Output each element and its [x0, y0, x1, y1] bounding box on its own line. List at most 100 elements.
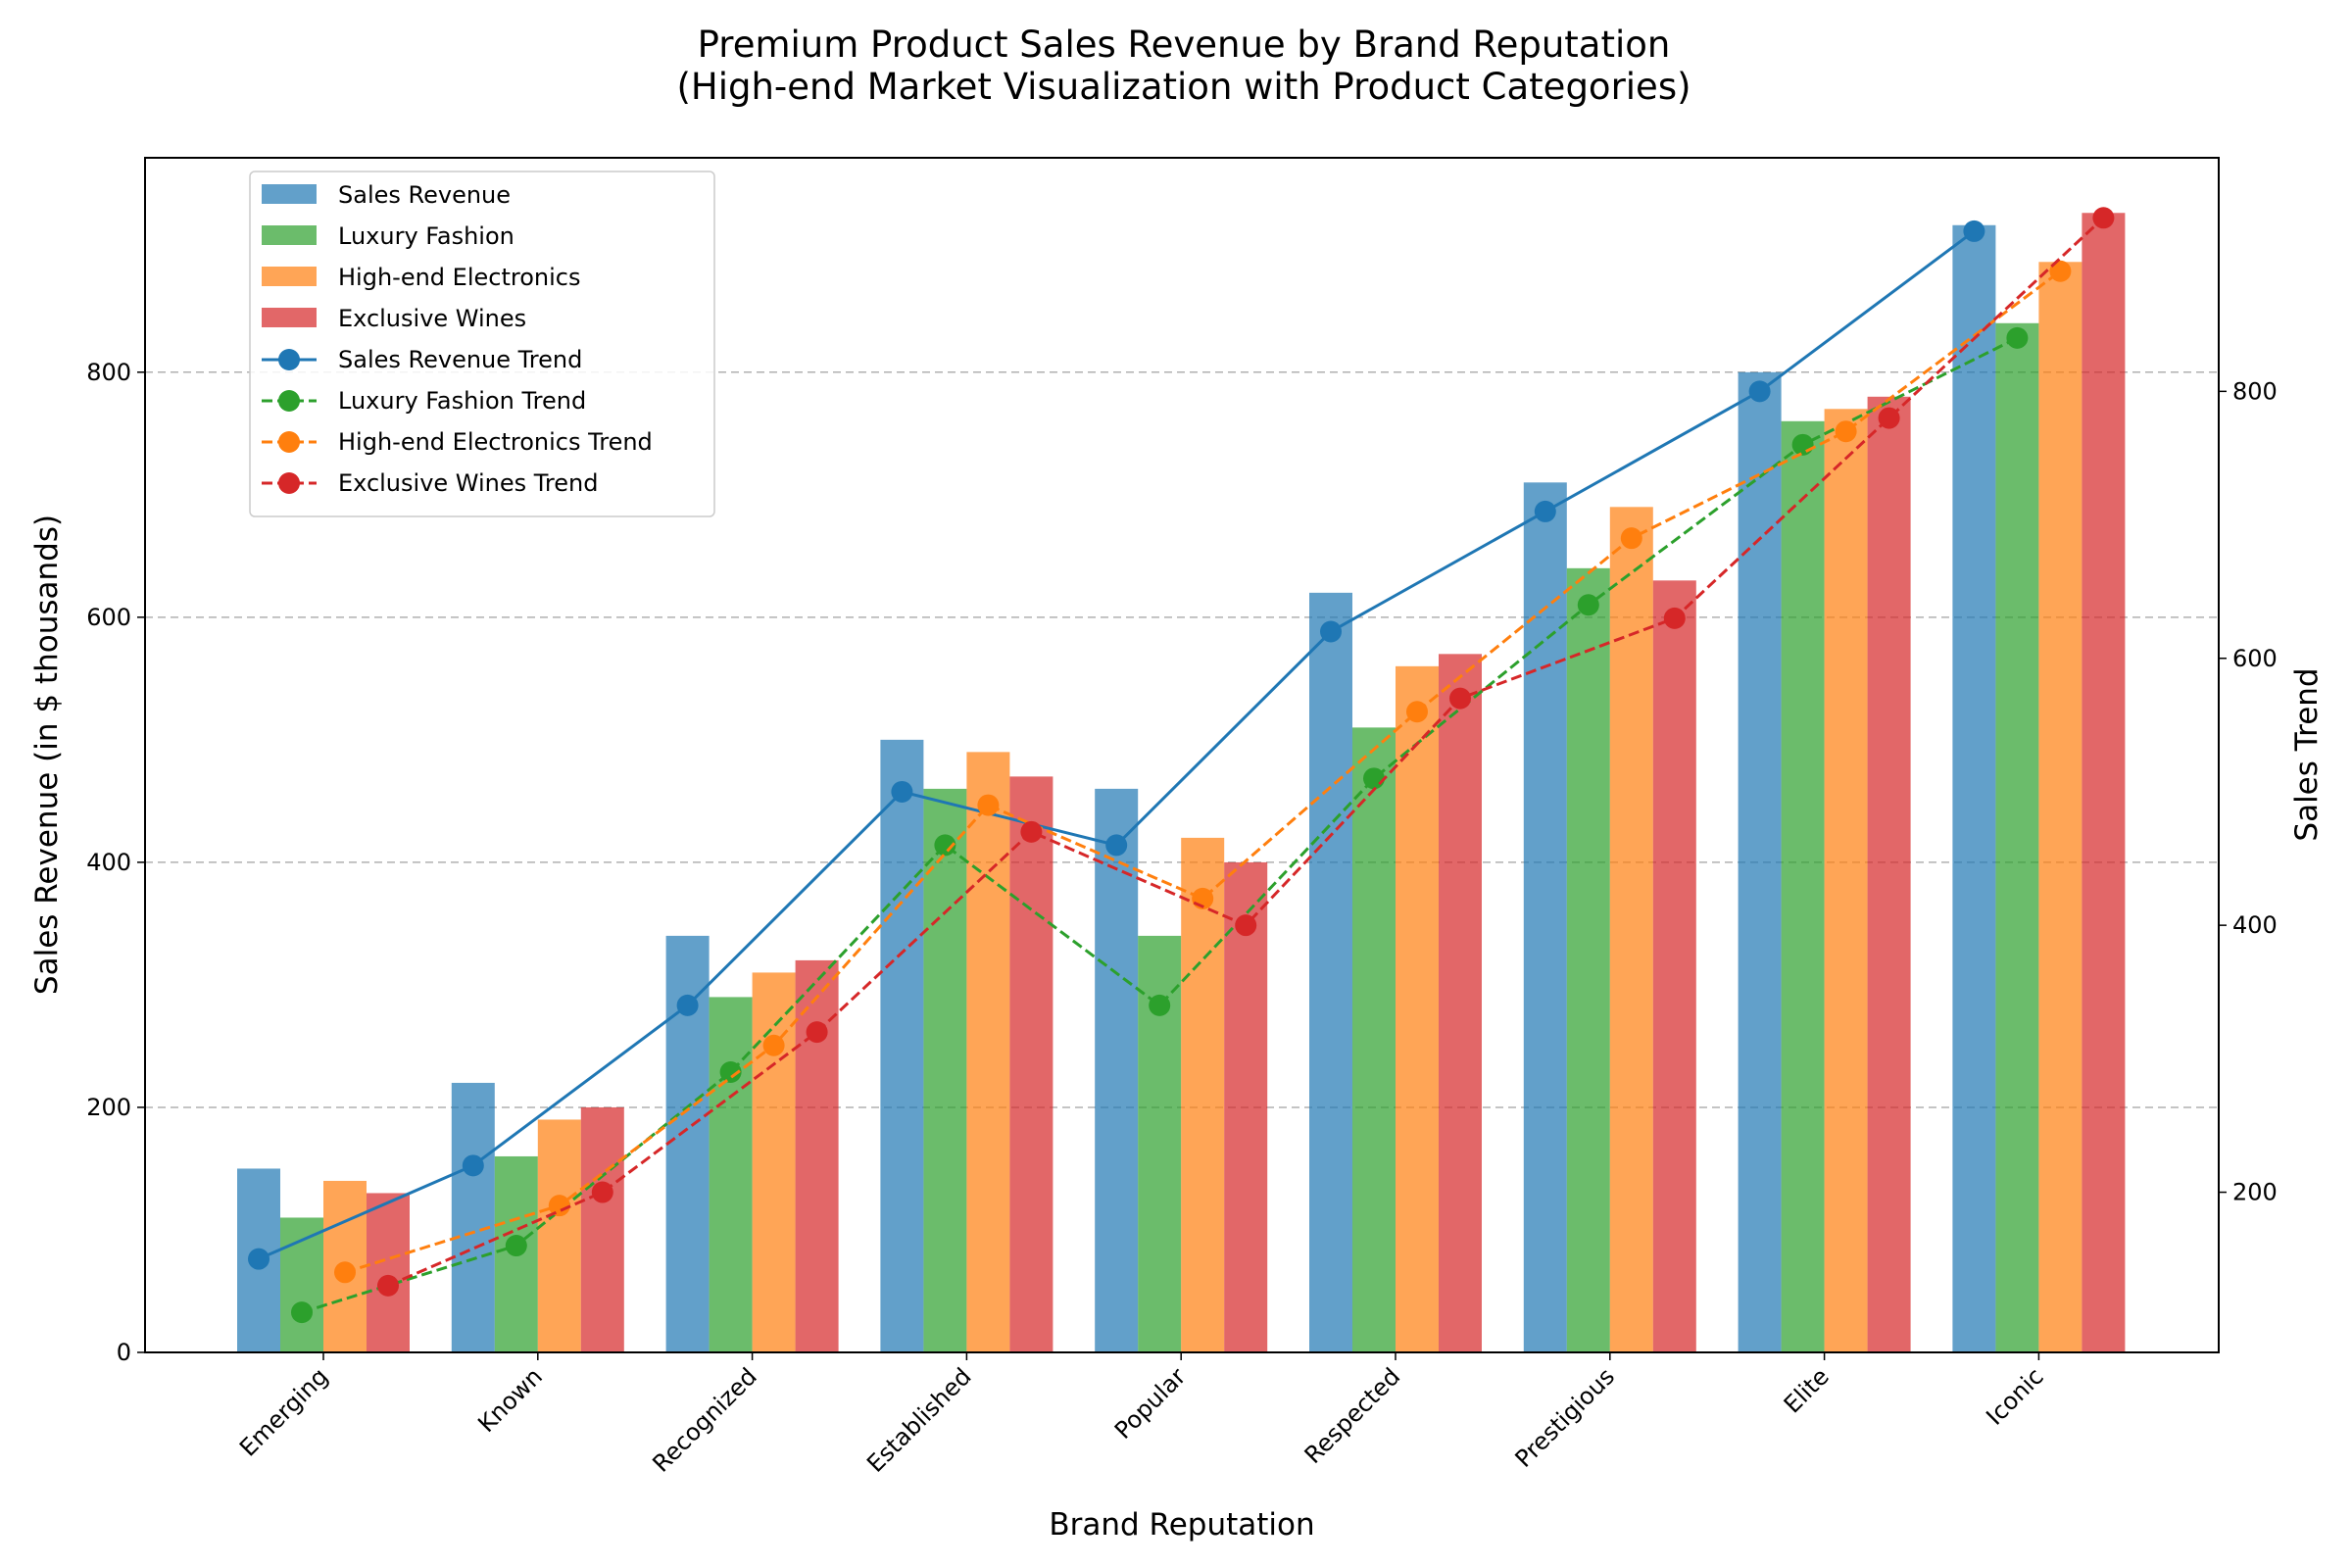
legend-label: Exclusive Wines: [338, 305, 526, 332]
legend-swatch-marker: [278, 390, 300, 412]
x-tick-label: Popular: [1109, 1362, 1192, 1445]
bar-iconic-1: [1995, 322, 2039, 1352]
bar-emerging-1: [280, 1217, 323, 1352]
bar-elite-0: [1738, 371, 1782, 1352]
legend-box: [249, 171, 715, 517]
trend-point-known-0: [462, 1154, 484, 1177]
trend-point-elite-3: [1878, 407, 1900, 429]
trend-point-prestigious-1: [1577, 594, 1599, 616]
x-tick-label: Prestigious: [1510, 1362, 1620, 1472]
trend-point-established-3: [1020, 820, 1043, 843]
x-tick-label: Elite: [1779, 1362, 1835, 1418]
trend-point-recognized-1: [719, 1060, 742, 1083]
trend-point-established-2: [977, 794, 1000, 816]
bar-established-1: [923, 788, 967, 1352]
trend-point-popular-3: [1235, 914, 1257, 937]
trend-point-emerging-2: [334, 1261, 356, 1284]
y-tick-label: 0: [117, 1339, 131, 1366]
trend-point-prestigious-2: [1620, 527, 1642, 550]
y2-tick-label: 200: [2232, 1179, 2278, 1206]
legend: Sales Revenue Luxury Fashion High-end Elec…: [249, 171, 715, 517]
x-tick-label: Iconic: [1981, 1362, 2048, 1430]
chart-subtitle: (High-end Market Visualization with Prod…: [676, 66, 1690, 108]
bar-recognized-1: [709, 997, 753, 1352]
trend-point-popular-0: [1105, 834, 1128, 857]
trend-line-2: [344, 270, 2062, 1274]
bar-popular-2: [1181, 837, 1225, 1352]
chart-title: Premium Product Sales Revenue by Brand R…: [698, 24, 1671, 66]
legend-swatch-marker: [278, 472, 300, 494]
bar-popular-3: [1224, 861, 1268, 1352]
bar-prestigious-3: [1652, 580, 1696, 1352]
trend-point-emerging-3: [377, 1274, 399, 1297]
trend-point-prestigious-3: [1663, 607, 1686, 629]
trend-lines: [248, 207, 2115, 1324]
trend-point-iconic-1: [2006, 326, 2029, 349]
y2-tick-label: 800: [2232, 377, 2278, 405]
legend-swatch-marker: [278, 349, 300, 370]
bar-known-3: [580, 1106, 624, 1352]
trend-point-recognized-2: [762, 1034, 785, 1056]
trend-point-prestigious-0: [1534, 500, 1556, 522]
legend-label: Sales Revenue: [338, 181, 511, 209]
legend-label: Luxury Fashion Trend: [338, 387, 586, 415]
legend-label: Sales Revenue Trend: [338, 346, 582, 373]
x-tick-label: Emerging: [234, 1362, 333, 1461]
trend-point-respected-1: [1363, 767, 1385, 790]
bar-elite-2: [1824, 409, 1868, 1352]
bar-respected-1: [1352, 727, 1396, 1352]
trend-point-emerging-1: [291, 1301, 313, 1324]
trend-point-popular-1: [1149, 994, 1171, 1016]
trend-point-respected-2: [1406, 701, 1428, 723]
bar-prestigious-1: [1566, 567, 1610, 1352]
y2-tick-label: 400: [2232, 911, 2278, 939]
x-tick-label: Established: [861, 1362, 976, 1477]
trend-point-emerging-0: [248, 1248, 270, 1270]
bar-elite-3: [1867, 396, 1911, 1352]
bar-known-2: [537, 1119, 581, 1352]
bar-emerging-3: [367, 1193, 410, 1352]
legend-label: Luxury Fashion: [338, 222, 514, 250]
x-axis-label: Brand Reputation: [1049, 1507, 1314, 1543]
legend-label: High-end Electronics: [338, 264, 580, 291]
bar-prestigious-2: [1609, 507, 1653, 1352]
legend-swatch: [262, 308, 317, 327]
trend-point-respected-3: [1449, 687, 1471, 710]
trend-point-established-1: [934, 834, 956, 857]
legend-swatch: [262, 184, 317, 204]
bar-iconic-3: [2082, 213, 2126, 1353]
trend-point-recognized-3: [806, 1021, 828, 1044]
bar-respected-3: [1439, 654, 1482, 1352]
legend-swatch: [262, 225, 317, 245]
plot-area-frame: [144, 157, 2220, 1353]
y-tick-label: 600: [86, 604, 131, 631]
trend-point-iconic-2: [2049, 260, 2072, 282]
x-axis-ticks: Emerging Known Recognized Established Popula…: [234, 1352, 2049, 1478]
trend-point-iconic-3: [2092, 207, 2115, 229]
bar-prestigious-0: [1523, 482, 1567, 1352]
y2-axis-ticks: 200 400 600 800: [2219, 377, 2278, 1206]
trend-point-elite-0: [1748, 380, 1771, 403]
trend-point-respected-0: [1320, 620, 1342, 643]
bar-popular-0: [1095, 788, 1139, 1352]
y2-axis-label: Sales Trend: [2289, 667, 2325, 841]
bar-established-3: [1009, 776, 1054, 1352]
bar-respected-2: [1396, 665, 1439, 1352]
bar-respected-0: [1309, 592, 1352, 1352]
bar-known-0: [451, 1082, 495, 1352]
trend-point-known-1: [505, 1235, 527, 1257]
trend-point-known-3: [591, 1181, 613, 1203]
x-tick-label: Respected: [1299, 1362, 1406, 1469]
y-axis-ticks: 0 200 400 600 800: [86, 359, 145, 1366]
trend-point-recognized-0: [676, 994, 699, 1016]
bar-established-2: [966, 752, 1010, 1352]
bar-iconic-2: [2038, 262, 2082, 1353]
trend-point-elite-1: [1791, 433, 1814, 456]
trend-point-iconic-0: [1963, 220, 1985, 242]
bar-established-0: [880, 739, 924, 1352]
bar-elite-1: [1781, 420, 1825, 1352]
trend-point-established-0: [891, 780, 913, 803]
y-tick-label: 400: [86, 849, 131, 876]
x-tick-label: Recognized: [647, 1362, 761, 1477]
